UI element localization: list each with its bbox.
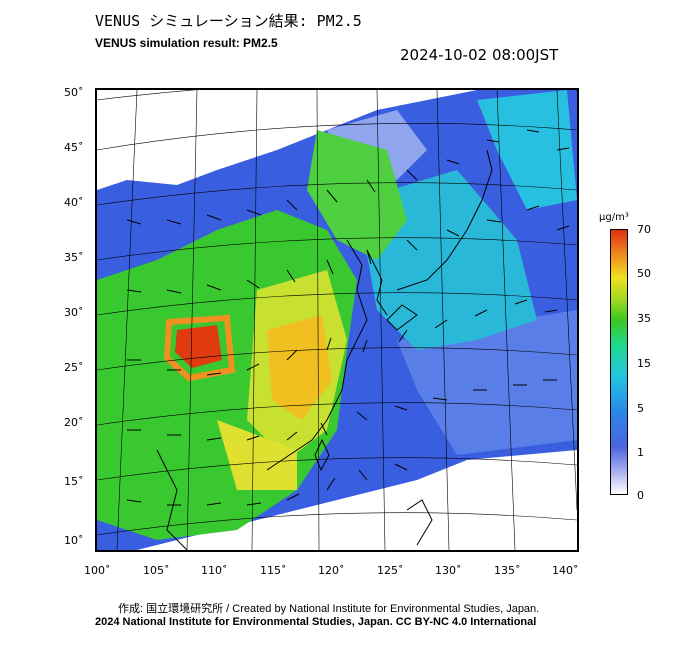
ocean-light-patch (397, 310, 577, 455)
pm25-map (97, 90, 577, 550)
lon-label: 125˚ (377, 564, 404, 577)
lon-label: 130˚ (435, 564, 462, 577)
lon-label: 105˚ (143, 564, 170, 577)
lon-label: 110˚ (201, 564, 228, 577)
north-green-area (307, 130, 407, 260)
coastlines (156, 149, 493, 550)
lat-label: 45˚ (64, 141, 84, 154)
title-english: VENUS simulation result: PM2.5 (95, 36, 278, 50)
lat-label: 25˚ (64, 361, 84, 374)
lat-label: 30˚ (64, 306, 84, 319)
colorbar-unit: μg/m³ (599, 212, 629, 223)
lon-label: 120˚ (318, 564, 345, 577)
central-orange-area (267, 315, 332, 420)
lon-label: 135˚ (494, 564, 521, 577)
title-japanese: VENUS シミュレーション結果: PM2.5 (95, 12, 362, 30)
colorbar (610, 229, 628, 495)
lon-label: 100˚ (84, 564, 111, 577)
map-panel (95, 88, 579, 552)
colorbar-tick: 70 (637, 223, 651, 236)
lat-label: 40˚ (64, 196, 84, 209)
colorbar-tick: 0 (637, 489, 644, 502)
colorbar-tick: 1 (637, 446, 644, 459)
colorbar-tick: 15 (637, 357, 651, 370)
ne-cyan-area (477, 90, 577, 210)
colorbar-tick: 5 (637, 402, 644, 415)
graticule (97, 90, 577, 550)
high-concentration-spot (175, 325, 222, 368)
wind-vectors (126, 129, 570, 506)
lon-label: 140˚ (552, 564, 579, 577)
lat-label: 20˚ (64, 416, 84, 429)
lon-label: 115˚ (260, 564, 287, 577)
lat-label: 10˚ (64, 534, 84, 547)
timestamp: 2024-10-02 08:00JST (400, 46, 559, 64)
south-yellow-area (217, 420, 297, 490)
lat-label: 35˚ (64, 251, 84, 264)
credit-text: 作成: 国立環境研究所 / Created by National Instit… (118, 603, 540, 615)
license-text: 2024 National Institute for Environmenta… (95, 616, 537, 628)
colorbar-tick: 35 (637, 312, 651, 325)
lat-label: 50˚ (64, 86, 84, 99)
lat-label: 15˚ (64, 475, 84, 488)
colorbar-tick: 50 (637, 267, 651, 280)
